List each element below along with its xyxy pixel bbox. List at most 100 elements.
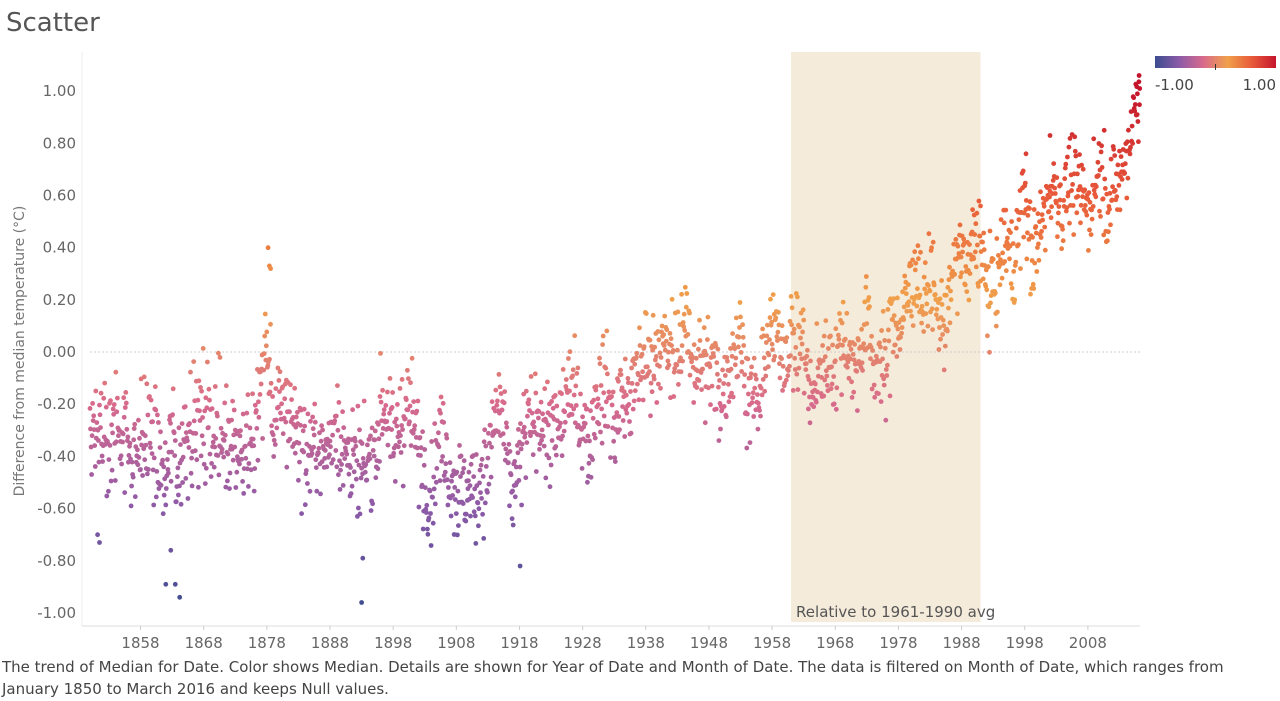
- data-point[interactable]: [691, 342, 697, 348]
- data-point[interactable]: [201, 461, 207, 467]
- data-point[interactable]: [516, 427, 521, 432]
- data-point[interactable]: [990, 256, 996, 262]
- data-point[interactable]: [518, 446, 524, 452]
- data-point[interactable]: [620, 418, 626, 423]
- data-point[interactable]: [697, 338, 703, 343]
- data-point[interactable]: [540, 411, 545, 417]
- data-point[interactable]: [795, 387, 801, 392]
- data-point[interactable]: [1067, 136, 1073, 141]
- data-point[interactable]: [477, 467, 483, 473]
- data-point[interactable]: [811, 404, 817, 410]
- data-point[interactable]: [178, 442, 183, 447]
- data-point[interactable]: [471, 509, 477, 515]
- data-point[interactable]: [585, 479, 590, 485]
- data-point[interactable]: [584, 406, 590, 412]
- data-point[interactable]: [120, 431, 126, 437]
- data-point[interactable]: [766, 364, 771, 370]
- data-point[interactable]: [398, 450, 404, 455]
- data-point[interactable]: [908, 262, 914, 268]
- data-point[interactable]: [759, 392, 765, 398]
- data-point[interactable]: [512, 494, 518, 500]
- data-point[interactable]: [637, 343, 643, 348]
- data-point[interactable]: [1013, 259, 1019, 265]
- data-point[interactable]: [322, 456, 328, 461]
- data-point[interactable]: [1035, 245, 1040, 251]
- data-point[interactable]: [106, 457, 112, 462]
- data-point[interactable]: [163, 581, 169, 587]
- data-point[interactable]: [1038, 189, 1043, 195]
- data-point[interactable]: [667, 331, 673, 336]
- data-point[interactable]: [242, 443, 248, 449]
- data-point[interactable]: [458, 453, 464, 459]
- data-point[interactable]: [381, 411, 387, 417]
- data-point[interactable]: [800, 307, 806, 313]
- data-point[interactable]: [494, 402, 500, 408]
- data-point[interactable]: [480, 511, 485, 517]
- data-point[interactable]: [981, 247, 987, 253]
- data-point[interactable]: [1108, 222, 1113, 228]
- data-point[interactable]: [958, 274, 963, 280]
- data-point[interactable]: [420, 526, 426, 532]
- data-point[interactable]: [425, 531, 431, 537]
- data-point[interactable]: [434, 466, 440, 471]
- data-point[interactable]: [728, 366, 734, 372]
- data-point[interactable]: [466, 478, 471, 483]
- data-point[interactable]: [194, 457, 200, 463]
- data-point[interactable]: [742, 372, 748, 377]
- data-point[interactable]: [340, 483, 346, 488]
- data-point[interactable]: [379, 432, 385, 437]
- data-point[interactable]: [201, 441, 207, 447]
- data-point[interactable]: [536, 409, 542, 414]
- data-point[interactable]: [1003, 268, 1009, 274]
- data-point[interactable]: [359, 441, 365, 446]
- data-point[interactable]: [168, 420, 173, 426]
- data-point[interactable]: [1114, 194, 1120, 200]
- data-point[interactable]: [272, 442, 278, 447]
- data-point[interactable]: [316, 445, 322, 451]
- data-point[interactable]: [91, 413, 97, 419]
- data-point[interactable]: [717, 378, 722, 383]
- data-point[interactable]: [311, 444, 317, 450]
- data-point[interactable]: [1025, 230, 1030, 236]
- data-point[interactable]: [461, 458, 467, 464]
- data-point[interactable]: [1050, 178, 1056, 183]
- data-point[interactable]: [633, 355, 639, 360]
- data-point[interactable]: [87, 406, 93, 411]
- data-point[interactable]: [336, 472, 341, 478]
- data-point[interactable]: [562, 419, 568, 425]
- data-point[interactable]: [351, 452, 357, 457]
- data-point[interactable]: [526, 401, 531, 407]
- data-point[interactable]: [579, 466, 585, 471]
- data-point[interactable]: [1100, 196, 1106, 202]
- data-point[interactable]: [252, 402, 258, 408]
- data-point[interactable]: [97, 540, 102, 545]
- data-point[interactable]: [881, 382, 887, 388]
- data-point[interactable]: [924, 301, 930, 307]
- data-point[interactable]: [267, 356, 272, 362]
- data-point[interactable]: [671, 369, 677, 375]
- data-point[interactable]: [807, 420, 813, 426]
- data-point[interactable]: [934, 306, 940, 312]
- data-point[interactable]: [694, 385, 700, 390]
- data-point[interactable]: [360, 456, 366, 461]
- data-point[interactable]: [714, 360, 720, 366]
- data-point[interactable]: [274, 425, 280, 431]
- data-point[interactable]: [396, 444, 401, 450]
- data-point[interactable]: [1116, 183, 1122, 188]
- data-point[interactable]: [486, 430, 491, 436]
- data-point[interactable]: [391, 450, 397, 456]
- data-point[interactable]: [834, 385, 840, 391]
- data-point[interactable]: [1107, 190, 1113, 196]
- data-point[interactable]: [271, 454, 277, 459]
- data-point[interactable]: [702, 348, 708, 354]
- data-point[interactable]: [506, 460, 511, 466]
- data-point[interactable]: [233, 485, 239, 490]
- data-point[interactable]: [946, 277, 952, 283]
- data-point[interactable]: [1018, 266, 1023, 271]
- data-point[interactable]: [230, 398, 236, 404]
- data-point[interactable]: [485, 455, 491, 461]
- data-point[interactable]: [407, 419, 412, 425]
- data-point[interactable]: [88, 444, 94, 450]
- data-point[interactable]: [198, 385, 203, 390]
- data-point[interactable]: [1101, 127, 1107, 133]
